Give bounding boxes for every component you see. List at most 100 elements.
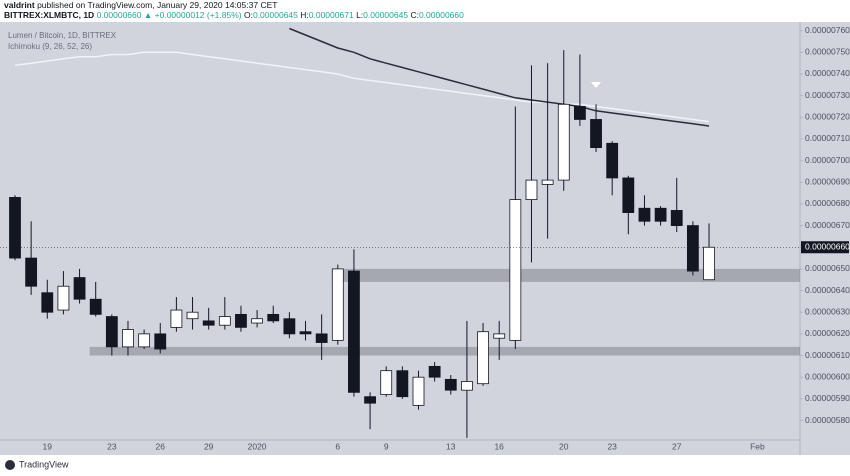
y-tick-label: 0.00000600 <box>805 371 850 381</box>
candle-body <box>186 311 199 320</box>
y-tick-label: 0.00000620 <box>805 328 850 338</box>
y-tick-label: 0.00000610 <box>805 350 850 360</box>
x-tick-label: 19 <box>43 441 53 451</box>
symbol-line: BITTREX:XLMBTC, 1D 0.00000660 ▲ +0.00000… <box>4 10 464 20</box>
candle-body <box>380 370 393 395</box>
candle-body <box>590 119 602 149</box>
x-tick-label: 6 <box>335 441 340 451</box>
y-tick-label: 0.00000690 <box>805 177 850 187</box>
x-tick-label: 13 <box>446 441 456 451</box>
author: valdrint <box>4 0 35 10</box>
moving-average <box>289 27 710 127</box>
y-tick-label: 0.00000740 <box>805 68 850 78</box>
candle-body <box>428 365 441 378</box>
candle-body <box>477 331 489 385</box>
x-tick-label: 29 <box>204 441 214 451</box>
y-tick-label: 0.00000630 <box>805 306 850 316</box>
y-tick-label: 0.00000700 <box>805 155 850 165</box>
time-axis <box>0 440 800 455</box>
candle-body <box>493 333 506 339</box>
x-tick-label: 9 <box>384 441 389 451</box>
x-tick-label: 23 <box>107 441 117 451</box>
candle-body <box>686 225 699 272</box>
y-tick-label: 0.00000730 <box>805 90 850 100</box>
plot <box>0 27 800 438</box>
candle-body <box>235 313 247 328</box>
candle-body <box>461 381 473 391</box>
zone <box>331 268 800 282</box>
candle-body <box>574 106 586 120</box>
publish-line: valdrint published on TradingView.com, J… <box>4 0 277 10</box>
x-tick-label: Feb <box>750 441 765 451</box>
x-tick-label: 2020 <box>248 441 267 451</box>
y-tick-label: 0.00000670 <box>805 220 850 230</box>
candle-body <box>41 292 54 313</box>
ohlc-value: 0.00000671 <box>309 10 354 20</box>
moving-average <box>14 51 710 123</box>
candle-body <box>73 277 86 300</box>
candle-body <box>299 331 312 335</box>
candle-body <box>170 309 183 328</box>
candle-body <box>218 316 231 326</box>
candle-body <box>557 103 570 181</box>
x-tick-label: 23 <box>607 441 617 451</box>
brand[interactable]: TradingView <box>19 459 69 469</box>
candle-body <box>283 318 296 335</box>
x-tick-label: 27 <box>672 441 682 451</box>
candle-body <box>654 207 667 222</box>
x-tick-label: 20 <box>559 441 569 451</box>
candle-body <box>202 320 215 326</box>
candle-body <box>138 333 151 348</box>
candle-body <box>315 333 328 343</box>
last-price-box <box>801 241 849 254</box>
candle-body <box>348 270 360 393</box>
candle-body <box>541 179 554 185</box>
candle-body <box>154 333 167 350</box>
y-tick-label: 0.00000650 <box>805 263 850 273</box>
footer-logo: TradingView <box>5 459 69 470</box>
y-tick-label: 0.00000760 <box>805 25 850 35</box>
candle-body <box>412 376 425 406</box>
candle-body <box>25 257 38 287</box>
candle-body <box>670 210 683 226</box>
marker-arrow <box>591 82 601 88</box>
x-tick-label: 26 <box>156 441 166 451</box>
candle-body <box>638 207 651 222</box>
y-tick-label: 0.00000640 <box>805 285 850 295</box>
candle-body <box>703 246 715 281</box>
symbol: BITTREX:XLMBTC, 1D <box>4 10 94 20</box>
price: 0.00000660 <box>97 10 142 20</box>
candle-body <box>57 285 70 311</box>
y-tick-label: 0.00000750 <box>805 47 850 57</box>
ohlc-key: H: <box>300 10 309 20</box>
y-tick-label: 0.00000710 <box>805 133 850 143</box>
ohlc-value: 0.00000645 <box>253 10 298 20</box>
y-tick-label: 0.00000590 <box>805 393 850 403</box>
zone <box>89 346 800 356</box>
candle-body <box>267 313 280 322</box>
x-tick-label: 16 <box>494 441 504 451</box>
ohlc-key: C: <box>410 10 419 20</box>
published: published on TradingView.com, January 29… <box>37 0 277 10</box>
candle-body <box>364 396 376 404</box>
candle-body <box>122 329 134 348</box>
y-tick-label: 0.00000580 <box>805 415 850 425</box>
y-tick-label: 0.00000680 <box>805 198 850 208</box>
candle-body <box>331 268 344 341</box>
y-tick-label: 0.00000720 <box>805 112 850 122</box>
indicator-label: Ichimoku (9, 26, 52, 26) <box>8 42 92 51</box>
candle-body <box>509 199 522 341</box>
price-axis <box>800 22 850 455</box>
candle-body <box>622 177 635 213</box>
candle-body <box>89 298 102 315</box>
candle-body <box>525 179 538 200</box>
candle-body <box>9 197 21 259</box>
ohlc-key: O: <box>244 10 253 20</box>
change: ▲ +0.00000012 (+1.85%) <box>144 10 242 20</box>
candle-body <box>105 316 118 348</box>
last-price-label: 0.00000660 <box>805 241 850 251</box>
logo-icon <box>5 460 15 470</box>
ohlc-value: 0.00000660 <box>419 10 464 20</box>
chart-title: Lumen / Bitcoin, 1D, BITTREX <box>8 31 117 40</box>
